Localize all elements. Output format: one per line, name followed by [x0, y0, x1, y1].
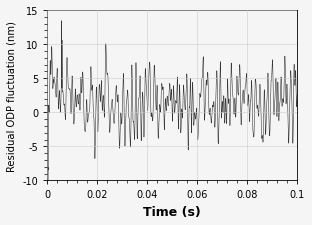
Y-axis label: Residual ODP fluctuation (nm): Residual ODP fluctuation (nm) [7, 21, 17, 171]
X-axis label: Time (s): Time (s) [144, 205, 201, 218]
